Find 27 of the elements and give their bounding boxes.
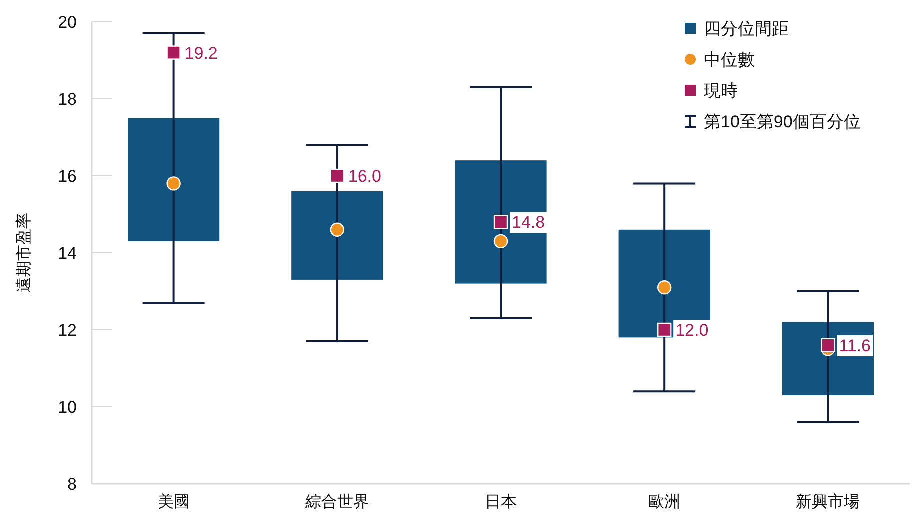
y-tick-label: 20 <box>58 13 77 32</box>
data-label: 11.6 <box>839 336 872 356</box>
y-tick-label: 18 <box>58 90 77 109</box>
data-label: 12.0 <box>676 321 709 340</box>
data-label: 14.8 <box>512 213 546 232</box>
point <box>658 322 672 338</box>
y-tick-label: 14 <box>58 244 77 263</box>
data-label: 16.0 <box>348 167 382 186</box>
y-tick-label: 12 <box>58 321 77 340</box>
y-axis-title: 遠期市盈率 <box>15 213 33 293</box>
x-tick-label: 日本 <box>485 493 517 511</box>
annotation: 中位數 <box>704 50 755 70</box>
data-label: 19.2 <box>184 44 218 63</box>
y-tick-label: 10 <box>58 398 77 417</box>
x-tick-label: 美國 <box>158 493 190 511</box>
point <box>166 46 181 60</box>
x-tick-label: 綜合世界 <box>304 493 370 511</box>
x-tick-label: 新興市場 <box>796 493 860 511</box>
x-tick-label: 歐洲 <box>648 493 681 511</box>
legend-label: 現時 <box>704 82 738 100</box>
point <box>330 168 344 184</box>
point <box>494 215 508 230</box>
y-tick-label: 16 <box>58 167 77 186</box>
annotation: 第10至第90個百分位 <box>704 112 861 132</box>
legend-label: 四分位間距 <box>704 20 789 38</box>
y-tick-label: 8 <box>68 475 77 494</box>
point <box>821 338 836 352</box>
